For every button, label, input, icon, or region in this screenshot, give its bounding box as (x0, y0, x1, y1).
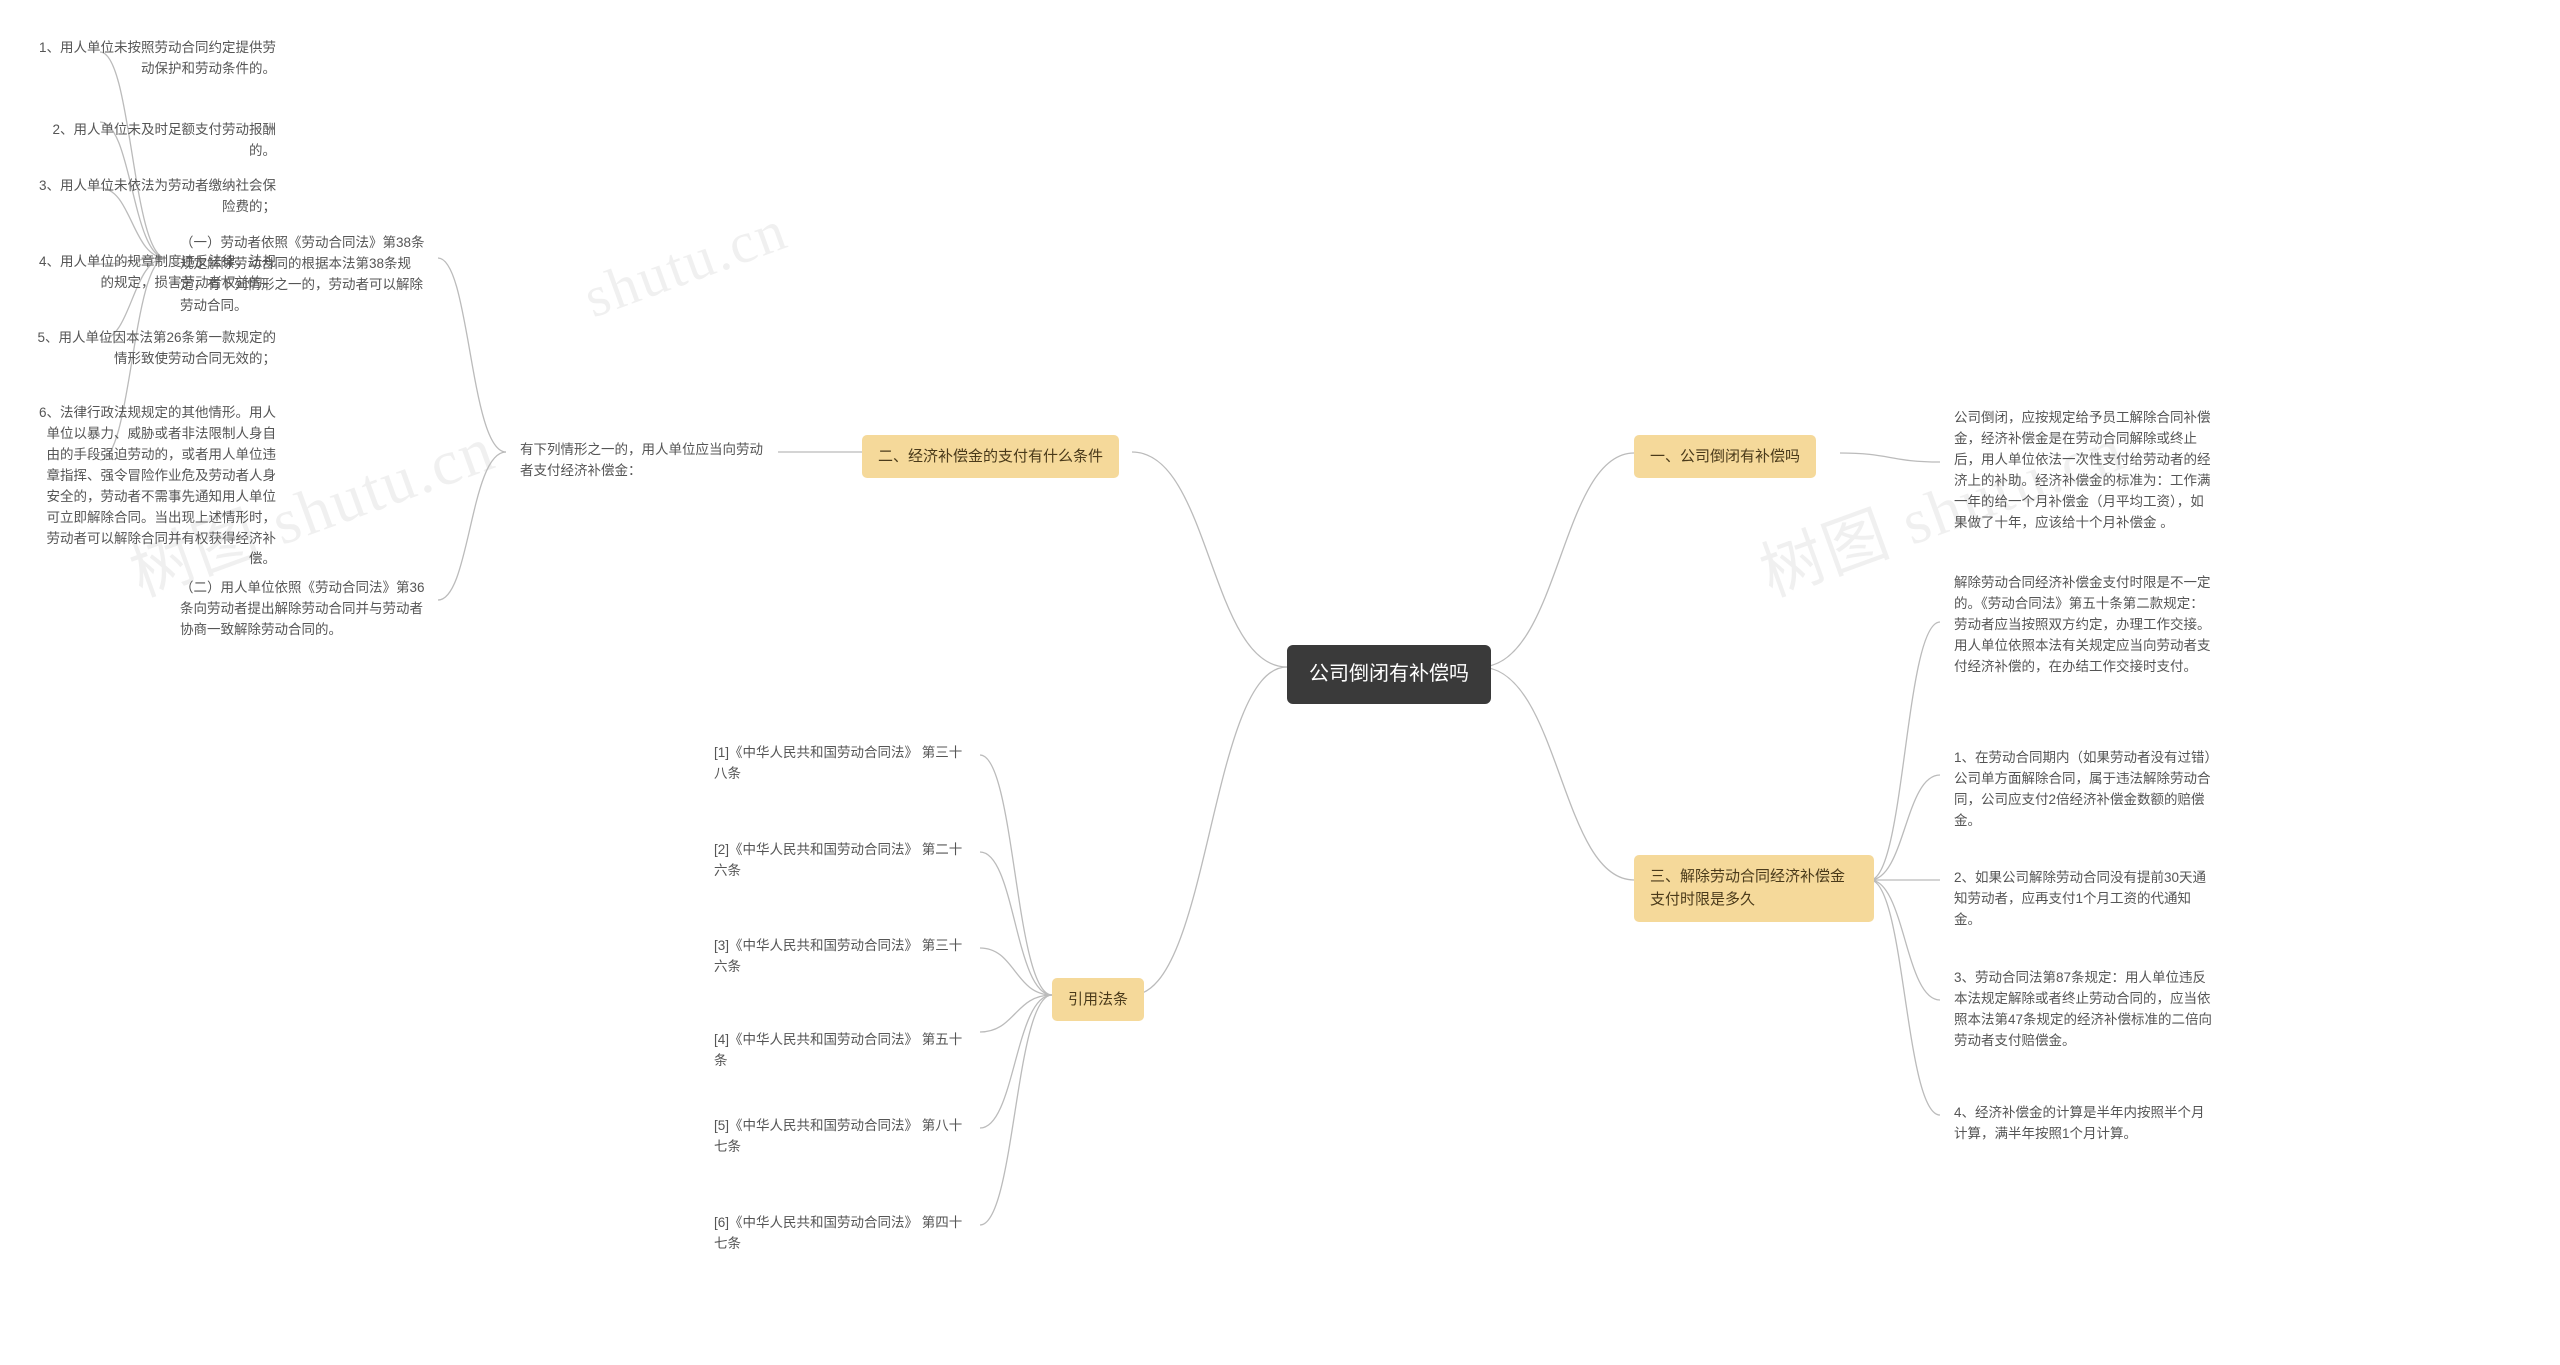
branch-2-s2: （二）用人单位依照《劳动合同法》第36条向劳动者提出解除劳动合同并与劳动者协商一… (166, 570, 441, 649)
law-2: [2]《中华人民共和国劳动合同法》 第二十六条 (700, 832, 980, 890)
s1-item-5: 5、用人单位因本法第26条第一款规定的情形致使劳动合同无效的； (20, 320, 290, 378)
s1-item-4: 4、用人单位的规章制度违反法律、法规的规定，损害劳动者权益的。 (20, 244, 290, 302)
law-4: [4]《中华人民共和国劳动合同法》 第五十条 (700, 1022, 980, 1080)
law-5: [5]《中华人民共和国劳动合同法》 第八十七条 (700, 1108, 980, 1166)
branch-2-sub: 有下列情形之一的，用人单位应当向劳动者支付经济补偿金： (506, 432, 781, 490)
branch-law[interactable]: 引用法条 (1052, 978, 1144, 1021)
branch-3-d0: 解除劳动合同经济补偿金支付时限是不一定的。《劳动合同法》第五十条第二款规定：劳动… (1940, 565, 2230, 686)
watermark: shutu.cn (575, 196, 796, 331)
law-3: [3]《中华人民共和国劳动合同法》 第三十六条 (700, 928, 980, 986)
s1-item-6: 6、法律行政法规规定的其他情形。用人单位以暴力、威胁或者非法限制人身自由的手段强… (20, 395, 290, 578)
branch-3-d1: 1、在劳动合同期内（如果劳动者没有过错）公司单方面解除合同，属于违法解除劳动合同… (1940, 740, 2230, 840)
law-6: [6]《中华人民共和国劳动合同法》 第四十七条 (700, 1205, 980, 1263)
s1-item-1: 1、用人单位未按照劳动合同约定提供劳动保护和劳动条件的。 (20, 30, 290, 88)
s1-item-3: 3、用人单位未依法为劳动者缴纳社会保险费的； (20, 168, 290, 226)
branch-1[interactable]: 一、公司倒闭有补偿吗 (1634, 435, 1816, 478)
law-1: [1]《中华人民共和国劳动合同法》 第三十八条 (700, 735, 980, 793)
s1-item-2: 2、用人单位未及时足额支付劳动报酬的。 (20, 112, 290, 170)
branch-1-desc: 公司倒闭，应按规定给予员工解除合同补偿金，经济补偿金是在劳动合同解除或终止后，用… (1940, 400, 2230, 542)
branch-2[interactable]: 二、经济补偿金的支付有什么条件 (862, 435, 1119, 478)
branch-3-d3: 3、劳动合同法第87条规定：用人单位违反本法规定解除或者终止劳动合同的，应当依照… (1940, 960, 2230, 1060)
root-node[interactable]: 公司倒闭有补偿吗 (1287, 645, 1491, 704)
branch-3[interactable]: 三、解除劳动合同经济补偿金支付时限是多久 (1634, 855, 1874, 922)
branch-3-d2: 2、如果公司解除劳动合同没有提前30天通知劳动者，应再支付1个月工资的代通知金。 (1940, 860, 2230, 939)
branch-3-d4: 4、经济补偿金的计算是半年内按照半个月计算，满半年按照1个月计算。 (1940, 1095, 2230, 1153)
